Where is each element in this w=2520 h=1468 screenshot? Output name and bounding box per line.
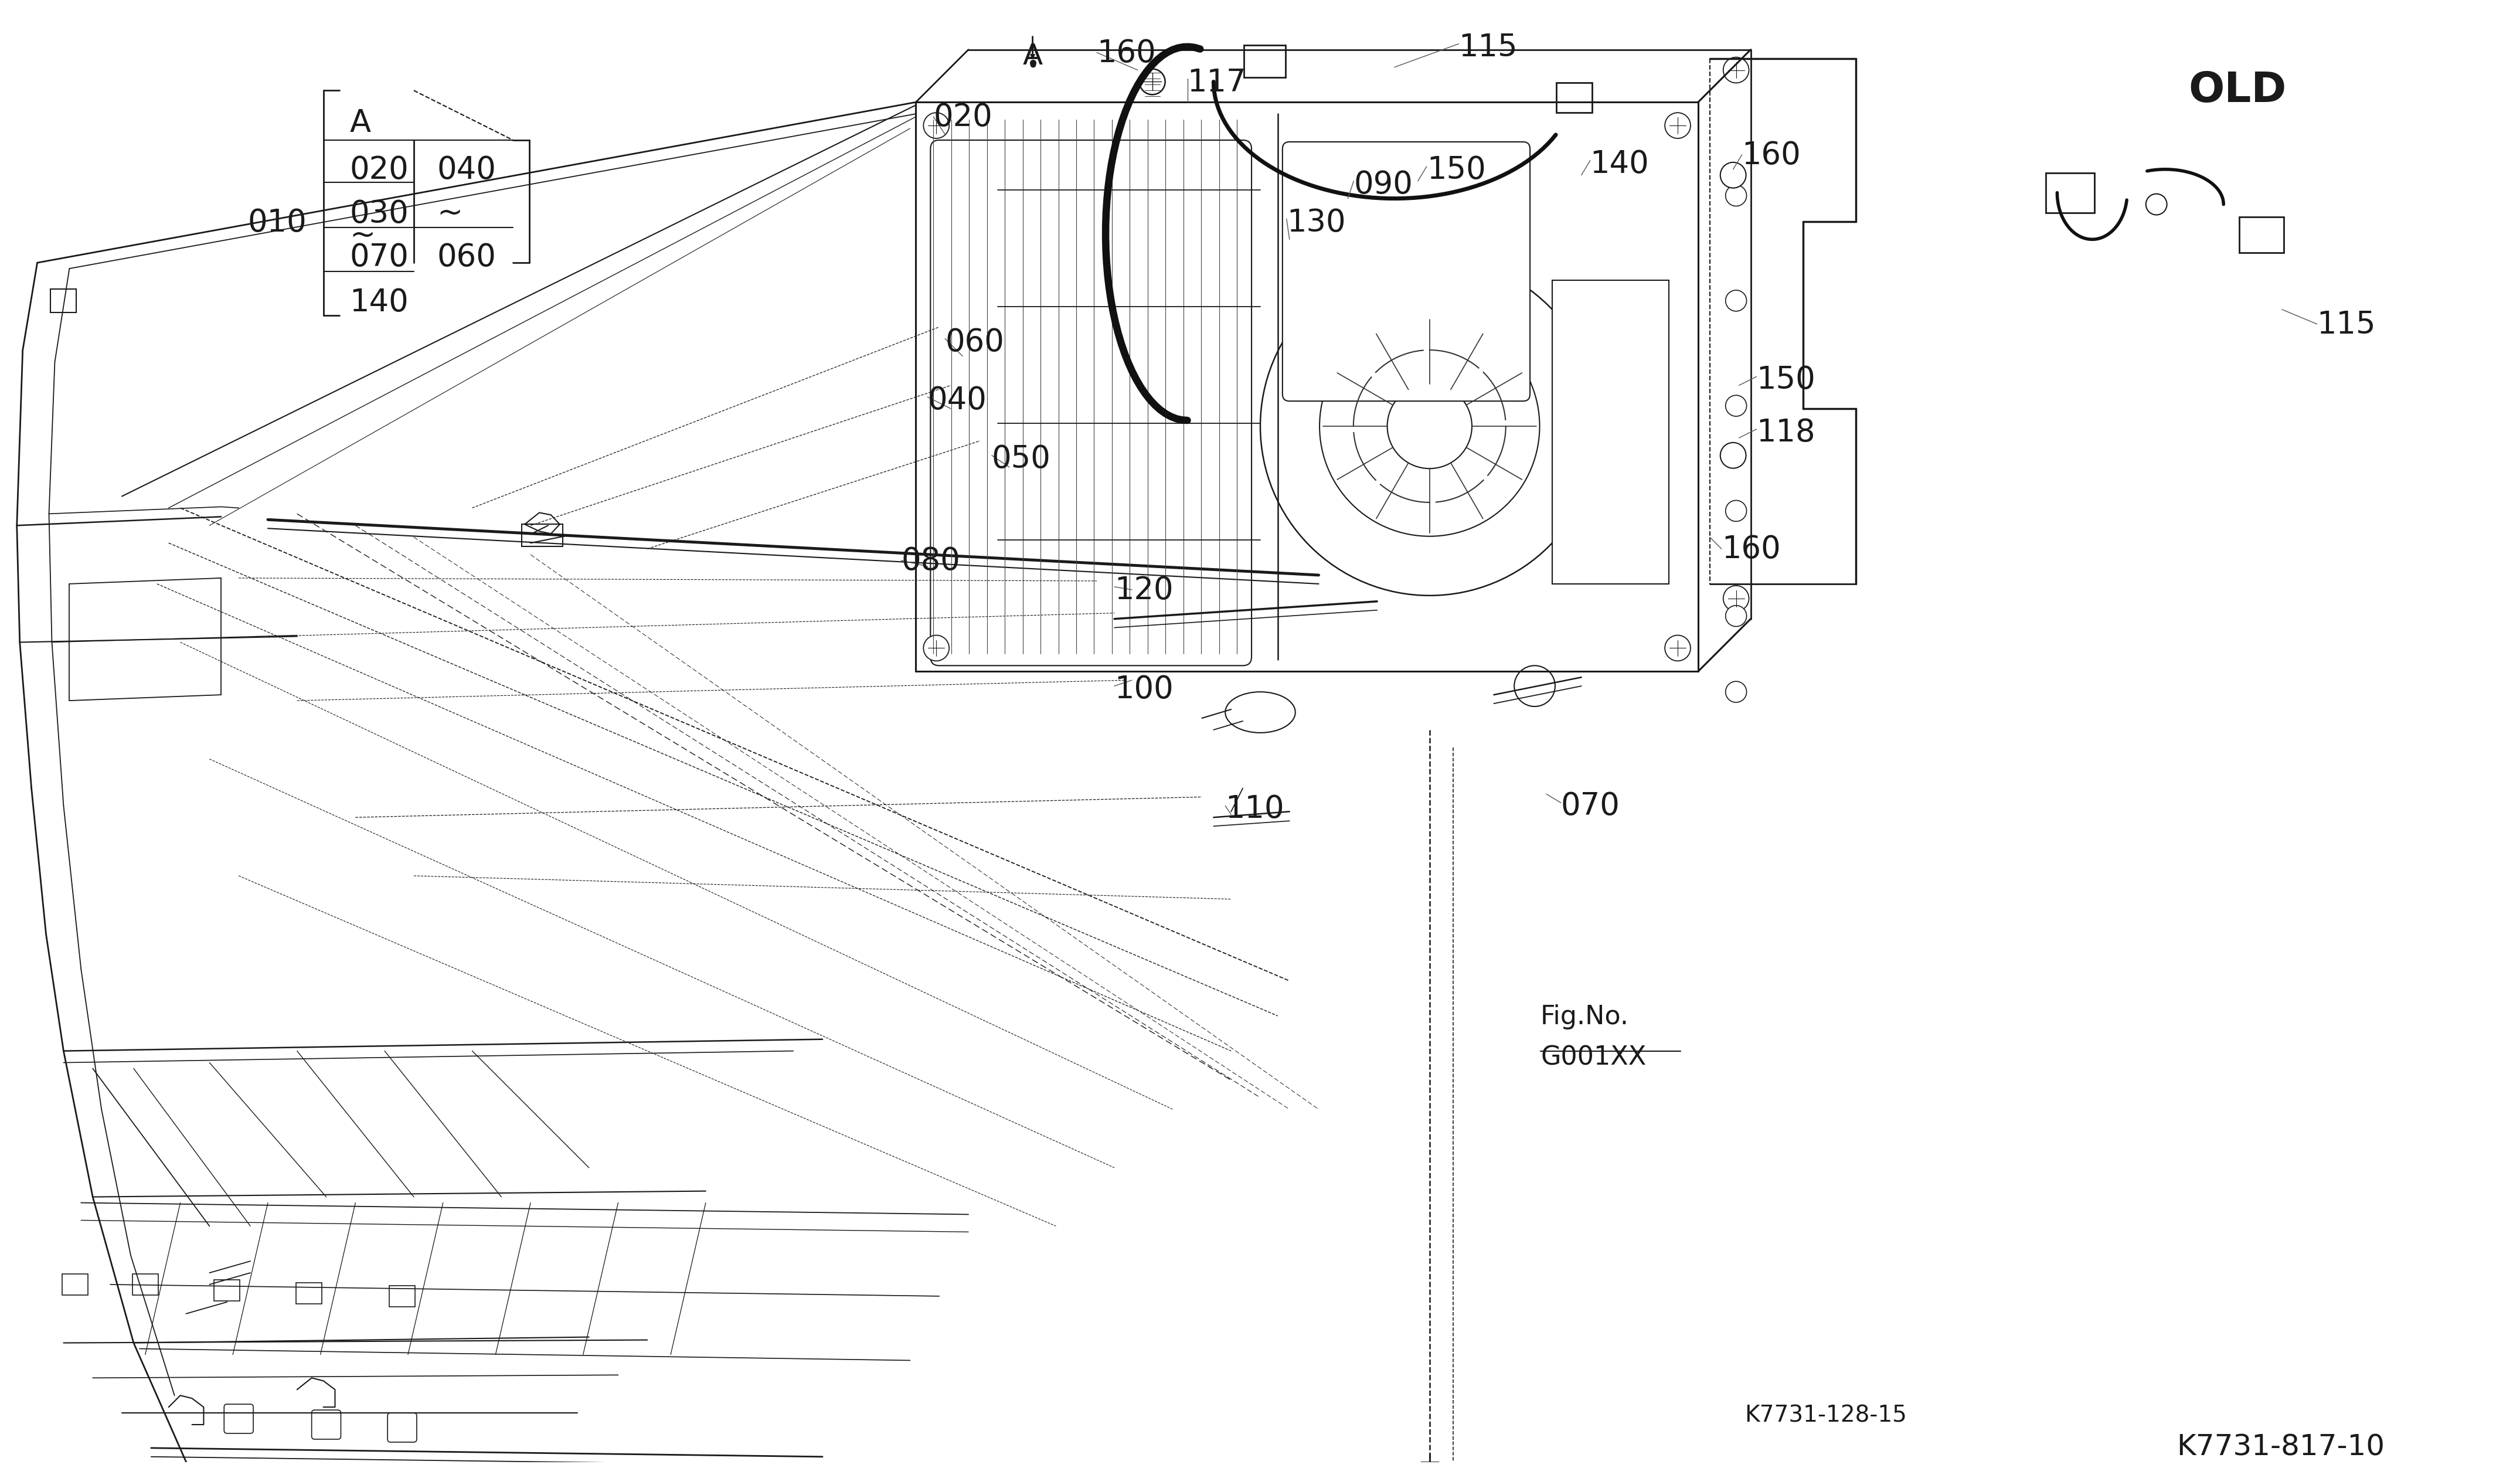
Text: ~: ~ bbox=[436, 198, 464, 229]
FancyBboxPatch shape bbox=[1245, 46, 1285, 78]
Text: 150: 150 bbox=[1426, 154, 1487, 185]
Text: 118: 118 bbox=[1756, 417, 1814, 448]
Circle shape bbox=[1666, 636, 1691, 661]
FancyBboxPatch shape bbox=[312, 1411, 340, 1439]
Text: A: A bbox=[1023, 43, 1043, 70]
FancyBboxPatch shape bbox=[1552, 280, 1668, 584]
Text: 060: 060 bbox=[945, 327, 1003, 357]
Circle shape bbox=[1666, 113, 1691, 138]
Text: 110: 110 bbox=[1225, 794, 1285, 825]
Text: 140: 140 bbox=[1590, 148, 1648, 179]
Circle shape bbox=[1721, 442, 1746, 468]
Circle shape bbox=[1726, 395, 1746, 417]
Text: 020: 020 bbox=[350, 154, 408, 185]
FancyBboxPatch shape bbox=[522, 524, 562, 546]
Text: 070: 070 bbox=[1560, 791, 1620, 822]
Text: 050: 050 bbox=[993, 443, 1051, 474]
Text: 060: 060 bbox=[436, 242, 496, 273]
Text: 040: 040 bbox=[927, 385, 988, 415]
FancyBboxPatch shape bbox=[63, 1274, 88, 1295]
Text: 080: 080 bbox=[902, 546, 960, 577]
Text: 115: 115 bbox=[1459, 32, 1517, 63]
Text: 100: 100 bbox=[1114, 674, 1174, 705]
Text: 160: 160 bbox=[1721, 534, 1782, 565]
Circle shape bbox=[1389, 385, 1472, 468]
FancyBboxPatch shape bbox=[2046, 173, 2094, 213]
Text: 150: 150 bbox=[1756, 366, 1814, 395]
FancyBboxPatch shape bbox=[224, 1405, 255, 1433]
FancyBboxPatch shape bbox=[1557, 82, 1593, 113]
Circle shape bbox=[1726, 501, 1746, 521]
FancyBboxPatch shape bbox=[930, 139, 1252, 665]
Text: A: A bbox=[350, 109, 370, 138]
Text: OLD: OLD bbox=[2187, 70, 2286, 110]
Circle shape bbox=[1726, 605, 1746, 627]
Circle shape bbox=[2147, 194, 2167, 214]
Text: K7731-817-10: K7731-817-10 bbox=[2177, 1433, 2384, 1462]
FancyBboxPatch shape bbox=[2240, 217, 2283, 252]
Text: 070: 070 bbox=[350, 242, 408, 273]
Circle shape bbox=[1515, 665, 1555, 706]
Text: 130: 130 bbox=[1288, 207, 1346, 238]
Circle shape bbox=[1320, 316, 1540, 536]
Circle shape bbox=[1726, 291, 1746, 311]
Circle shape bbox=[1726, 185, 1746, 206]
Text: 040: 040 bbox=[436, 154, 496, 185]
Circle shape bbox=[1724, 586, 1749, 611]
Text: 115: 115 bbox=[2316, 310, 2376, 341]
Text: 140: 140 bbox=[350, 288, 408, 317]
Text: 160: 160 bbox=[1096, 38, 1157, 69]
Text: 090: 090 bbox=[1353, 169, 1414, 200]
Text: G001XX: G001XX bbox=[1540, 1045, 1646, 1070]
FancyBboxPatch shape bbox=[388, 1286, 416, 1307]
Text: 020: 020 bbox=[932, 103, 993, 132]
Text: ~: ~ bbox=[350, 220, 375, 251]
FancyBboxPatch shape bbox=[295, 1283, 323, 1304]
Text: 120: 120 bbox=[1114, 575, 1174, 606]
Text: 160: 160 bbox=[1741, 139, 1802, 170]
Ellipse shape bbox=[1225, 691, 1295, 733]
FancyBboxPatch shape bbox=[134, 1274, 159, 1295]
Text: 117: 117 bbox=[1187, 68, 1247, 98]
FancyBboxPatch shape bbox=[50, 289, 76, 313]
Circle shape bbox=[922, 636, 950, 661]
Circle shape bbox=[922, 113, 950, 138]
FancyBboxPatch shape bbox=[214, 1280, 239, 1301]
Circle shape bbox=[1726, 681, 1746, 702]
Text: K7731-128-15: K7731-128-15 bbox=[1744, 1405, 1908, 1427]
Circle shape bbox=[1139, 69, 1164, 94]
Text: Fig.No.: Fig.No. bbox=[1540, 1004, 1628, 1029]
Text: 010: 010 bbox=[247, 207, 307, 238]
Circle shape bbox=[1260, 257, 1598, 596]
FancyBboxPatch shape bbox=[388, 1412, 416, 1442]
Circle shape bbox=[1721, 163, 1746, 188]
FancyBboxPatch shape bbox=[1283, 142, 1530, 401]
Text: 030: 030 bbox=[350, 198, 408, 229]
Circle shape bbox=[1724, 57, 1749, 82]
